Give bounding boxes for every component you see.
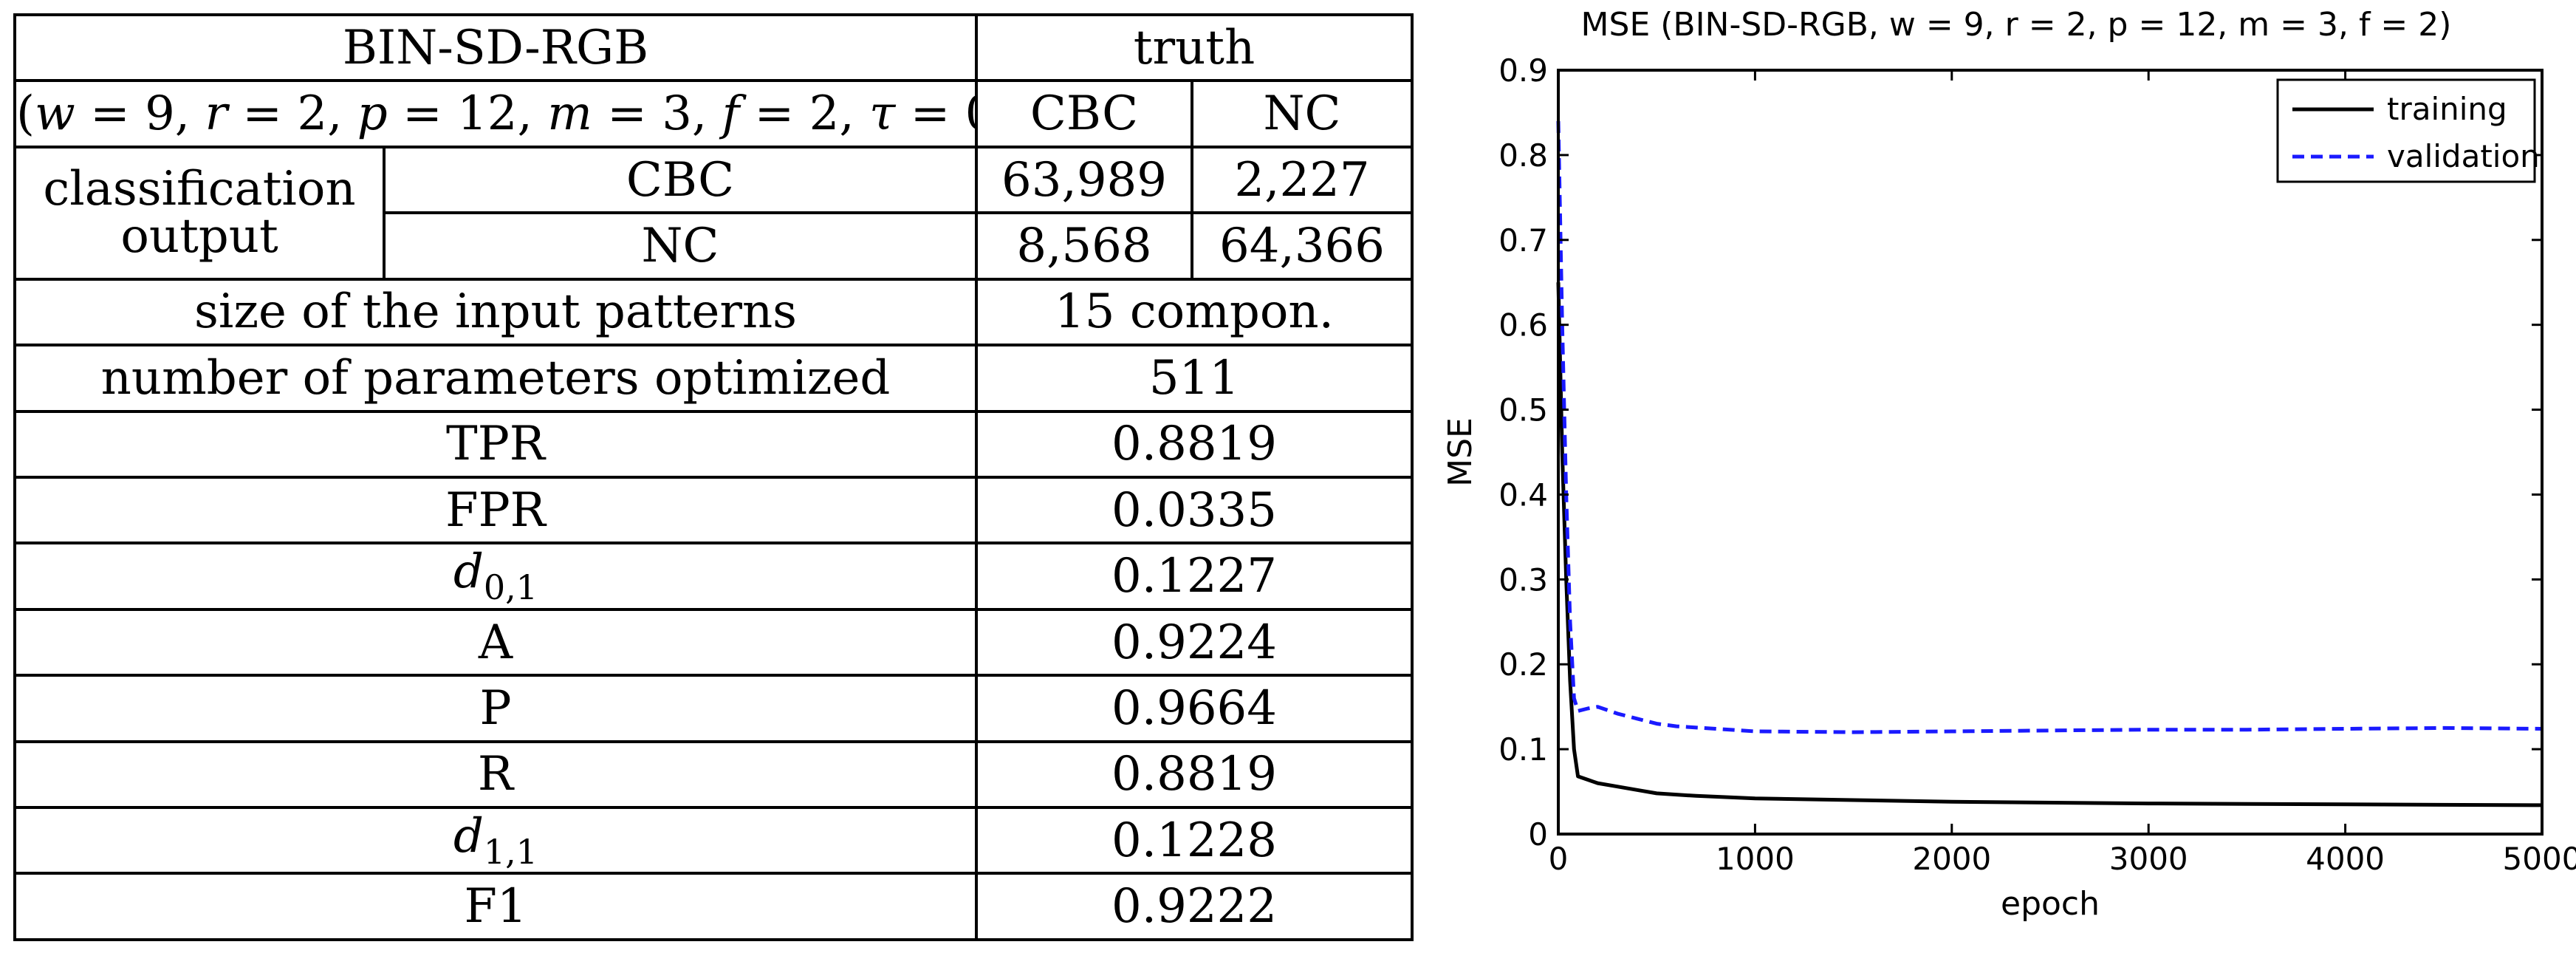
- metric-label: FPR: [13, 475, 978, 545]
- plot-frame: [1557, 69, 2544, 836]
- metric-value: 0.1228: [975, 806, 1414, 875]
- metric-label: A: [13, 607, 978, 677]
- legend-label-validation: validation: [2387, 138, 2540, 174]
- metric-value: 0.8819: [975, 409, 1414, 479]
- x-axis-label: epoch: [2001, 885, 2100, 923]
- mse-line-chart: MSE (BIN-SD-RGB, w = 9, r = 2, p = 12, m…: [1442, 6, 2576, 923]
- metric-row: P 0.9664: [13, 674, 1414, 743]
- metric-row: F1 0.9222: [13, 872, 1414, 941]
- y-tick-label: 0.2: [1498, 646, 1548, 683]
- truth-header: truth: [975, 13, 1414, 83]
- metric-value: 15 compon.: [975, 277, 1414, 347]
- y-tick-label: 0.1: [1498, 731, 1548, 768]
- chart-title: MSE (BIN-SD-RGB, w = 9, r = 2, p = 12, m…: [1581, 6, 2452, 44]
- y-tick-label: 0: [1528, 816, 1548, 853]
- metric-value: 0.0335: [975, 475, 1414, 545]
- table-title: BIN-SD-RGB: [13, 13, 978, 83]
- row-label-cbc: CBC: [383, 145, 978, 215]
- cell-nc-cbc: 8,568: [975, 211, 1193, 281]
- column-header-cbc: CBC: [975, 79, 1193, 148]
- x-tick-label: 4000: [2306, 841, 2385, 877]
- y-tick-label: 0.3: [1498, 561, 1548, 598]
- axis-ticks: 0 1000 2000 3000 4000 5000 0 0.1 0.2 0.3 0.4 0.5 0.6…: [1498, 52, 2576, 877]
- y-tick-label: 0.8: [1498, 137, 1548, 174]
- y-tick-label: 0.9: [1498, 52, 1548, 89]
- x-tick-label: 5000: [2503, 841, 2576, 877]
- metric-label: size of the input patterns: [13, 277, 978, 347]
- x-tick-label: 0: [1549, 841, 1569, 877]
- metric-value: 0.9664: [975, 674, 1414, 743]
- metric-row: number of parameters optimized 511: [13, 344, 1414, 413]
- legend-box: [2276, 78, 2536, 183]
- x-tick-label: 3000: [2109, 841, 2188, 877]
- metric-row: R 0.8819: [13, 739, 1414, 810]
- metric-label: number of parameters optimized: [13, 344, 978, 413]
- cell-cbc-cbc: 63,989: [975, 145, 1193, 215]
- legend-label-training: training: [2387, 91, 2507, 127]
- metric-row: d1,1 0.1228: [13, 806, 1414, 875]
- y-tick-label: 0.4: [1498, 476, 1548, 513]
- classification-output-label: classification output: [13, 145, 386, 281]
- parameter-string: (w = 9, r = 2, p = 12, m = 3, f = 2, τ =…: [13, 79, 978, 148]
- metric-label: R: [13, 739, 978, 810]
- table-header-row-1: BIN-SD-RGB truth: [13, 13, 1414, 83]
- column-header-nc: NC: [1191, 79, 1414, 148]
- plot-lines: [1556, 120, 2543, 807]
- metric-value: 0.8819: [975, 739, 1414, 810]
- metric-label: d1,1: [13, 806, 978, 875]
- metric-row: TPR 0.8819: [13, 409, 1414, 479]
- results-table: BIN-SD-RGB truth (w = 9, r = 2, p = 12, …: [13, 13, 1414, 941]
- metric-row: d0,1 0.1227: [13, 542, 1414, 611]
- metric-row: size of the input patterns 15 compon.: [13, 277, 1414, 347]
- legend: training validation: [2276, 78, 2540, 183]
- metric-value: 511: [975, 344, 1414, 413]
- metric-label: F1: [13, 872, 978, 941]
- confusion-row-cbc: classification output CBC 63,989 2,227: [13, 145, 1414, 281]
- metric-value: 0.9224: [975, 607, 1414, 677]
- x-tick-label: 2000: [1912, 841, 1991, 877]
- metric-label: TPR: [13, 409, 978, 479]
- metric-value: 0.9222: [975, 872, 1414, 941]
- y-tick-label: 0.6: [1498, 307, 1548, 344]
- x-tick-label: 1000: [1716, 841, 1795, 877]
- metric-row: A 0.9224: [13, 607, 1414, 677]
- metric-label: P: [13, 674, 978, 743]
- y-axis-label: MSE: [1442, 417, 1479, 487]
- metric-row: FPR 0.0335: [13, 475, 1414, 545]
- y-tick-label: 0.7: [1498, 222, 1548, 259]
- y-tick-label: 0.5: [1498, 392, 1548, 428]
- row-label-nc: NC: [383, 211, 978, 281]
- confusion-row-nc: NC 8,568 64,366: [15, 211, 1414, 281]
- table-header-row-2: (w = 9, r = 2, p = 12, m = 3, f = 2, τ =…: [13, 79, 1414, 148]
- metric-label: d0,1: [13, 542, 978, 611]
- series-line-training: [1556, 282, 2543, 807]
- cell-cbc-nc: 2,227: [1191, 145, 1414, 215]
- metric-value: 0.1227: [975, 542, 1414, 611]
- series-line-validation: [1556, 120, 2543, 734]
- cell-nc-nc: 64,366: [1191, 211, 1414, 281]
